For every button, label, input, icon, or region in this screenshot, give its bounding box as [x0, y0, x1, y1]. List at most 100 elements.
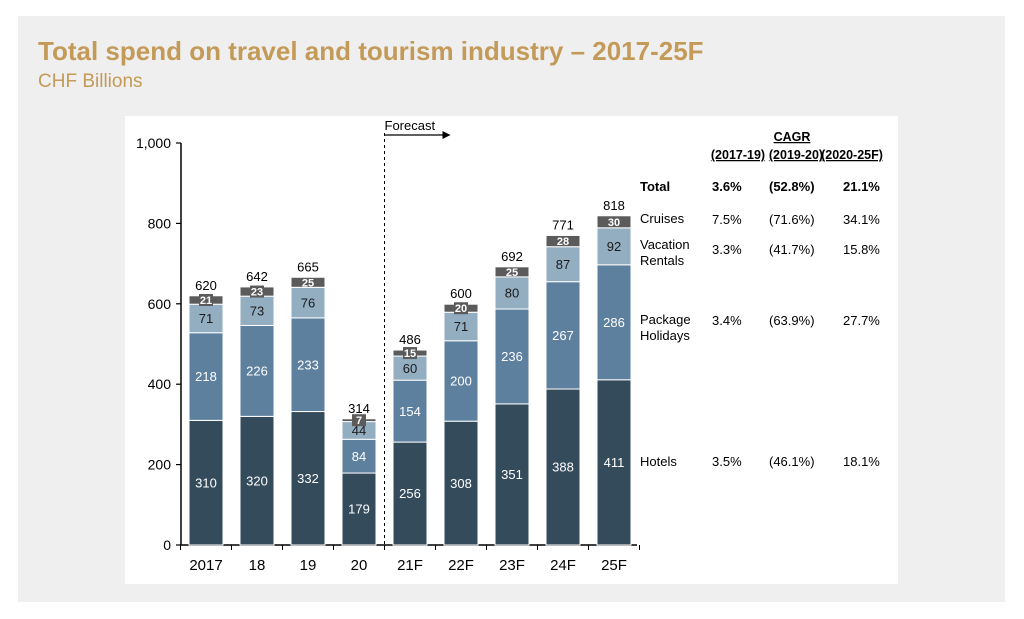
x-category-label: 21F: [397, 557, 423, 574]
x-category-label: 20: [351, 557, 368, 574]
cruises-label-box: [199, 293, 213, 306]
bar-segment-value: 73: [250, 304, 264, 319]
bar-segment-value: 25: [302, 277, 314, 289]
bar-segment-value: 267: [552, 328, 574, 343]
cagr-value: (71.6%): [769, 212, 815, 227]
bar-segment-vacation: [188, 303, 224, 334]
cagr-row-label: Rentals: [640, 253, 685, 268]
y-tick-label: 1,000: [136, 135, 171, 151]
bar-segment-package: [392, 379, 428, 443]
x-category-label: 23F: [499, 557, 525, 574]
bar-segment-value: 236: [501, 349, 523, 364]
bar-total-label: 642: [246, 269, 268, 284]
bar-total-label: 665: [297, 259, 319, 274]
cagr-heading: CAGR: [774, 130, 811, 144]
bar-segment-hotels: [392, 441, 428, 546]
x-category-label: 18: [249, 557, 266, 574]
bar-segment-value: 233: [297, 357, 319, 372]
bar-segment-value: 200: [450, 374, 472, 389]
bar-segment-package: [596, 264, 632, 381]
bar-segment-value: 179: [348, 502, 370, 517]
bar-segment-value: 21: [200, 295, 212, 307]
y-tick-label: 200: [148, 457, 172, 473]
cagr-value: (63.9%): [769, 313, 815, 328]
cruises-label-box: [454, 302, 468, 315]
bar-segment-hotels: [596, 379, 632, 546]
bar-segment-value: 80: [505, 286, 519, 301]
chart-panel: 0 200 400 600 800 1,000 Forecast 310 218 71 21 620 2…: [125, 116, 898, 584]
bar-total-label: 692: [501, 249, 523, 264]
bar-segment-hotels: [290, 411, 326, 546]
bar-total-label: 771: [552, 217, 574, 232]
bar-segment-value: 226: [246, 364, 268, 379]
bar-total-label: 486: [399, 332, 421, 347]
slide-subtitle: CHF Billions: [38, 71, 143, 92]
y-tick-label: 600: [148, 296, 172, 312]
bar-segment-package: [239, 325, 275, 417]
bar-segment-vacation: [545, 246, 581, 283]
cagr-value: (46.1%): [769, 454, 815, 469]
bar-segment-vacation: [392, 355, 428, 381]
cagr-value: 3.5%: [712, 454, 742, 469]
slide: Total spend on travel and tourism indust…: [18, 16, 1005, 602]
cagr-period-header: (2019-20): [769, 148, 823, 162]
bar-segment-package: [494, 308, 530, 405]
bar-segment-value: 388: [552, 460, 574, 475]
bar-segment-hotels: [188, 419, 224, 546]
cagr-value: 18.1%: [843, 454, 880, 469]
bar-segment-value: 332: [297, 471, 319, 486]
x-category-label: 22F: [448, 557, 474, 574]
bar-segment-package: [290, 317, 326, 413]
x-category-label: 2017: [189, 557, 222, 574]
bar-segment-value: 15: [404, 348, 416, 360]
bar-segment-cruises: [290, 276, 326, 288]
y-tick-label: 400: [148, 376, 172, 392]
bar-segment-package: [545, 281, 581, 390]
bar-segment-value: 310: [195, 475, 217, 490]
bar-segment-value: 218: [195, 369, 217, 384]
bar-segment-cruises: [545, 234, 581, 248]
bar-segment-cruises: [494, 266, 530, 278]
bar-segment-value: 60: [403, 361, 417, 376]
bar-total-label: 314: [348, 401, 370, 416]
bar-segment-value: 20: [455, 303, 467, 315]
bar-segment-hotels: [239, 415, 275, 546]
bar-segment-package: [188, 332, 224, 421]
y-tick-label: 0: [163, 537, 171, 553]
cagr-value: 3.3%: [712, 242, 742, 257]
bar-segment-hotels: [443, 420, 479, 546]
bar-segment-value: 7: [356, 415, 362, 427]
bar-segment-package: [443, 340, 479, 422]
forecast-label: Forecast: [385, 118, 436, 133]
cagr-row-label: Hotels: [640, 454, 677, 469]
cagr-value: 34.1%: [843, 212, 880, 227]
forecast-arrow-head: [442, 131, 451, 139]
bar-segment-value: 87: [556, 257, 570, 272]
bar-segment-package: [341, 438, 377, 474]
cagr-row-label: Vacation: [640, 237, 690, 252]
bar-segment-value: 30: [608, 217, 620, 229]
bar-segment-cruises: [596, 215, 632, 229]
cagr-value: (41.7%): [769, 242, 815, 257]
bar-segment-vacation: [239, 295, 275, 327]
cruises-label-box: [403, 347, 417, 360]
bar-segment-value: 76: [301, 295, 315, 310]
x-category-label: 24F: [550, 557, 576, 574]
x-category-label: 25F: [601, 557, 627, 574]
bar-segment-value: 23: [251, 286, 263, 298]
bar-segment-value: 25: [506, 267, 518, 279]
cagr-row-label: Holidays: [640, 328, 690, 343]
cagr-value: 15.8%: [843, 242, 880, 257]
cagr-period-header: (2017-19): [711, 148, 765, 162]
cagr-period-header: (2020-25F): [821, 148, 883, 162]
bar-segment-value: 92: [607, 239, 621, 254]
x-category-label: 19: [300, 557, 317, 574]
bar-segment-hotels: [494, 403, 530, 546]
bar-segment-value: 28: [557, 236, 569, 248]
bar-segment-value: 71: [199, 311, 213, 326]
slide-title: Total spend on travel and tourism indust…: [38, 36, 704, 66]
cagr-value: 3.6%: [712, 179, 742, 194]
cagr-value: (52.8%): [769, 179, 815, 194]
bar-total-label: 600: [450, 286, 472, 301]
bar-total-label: 620: [195, 278, 217, 293]
